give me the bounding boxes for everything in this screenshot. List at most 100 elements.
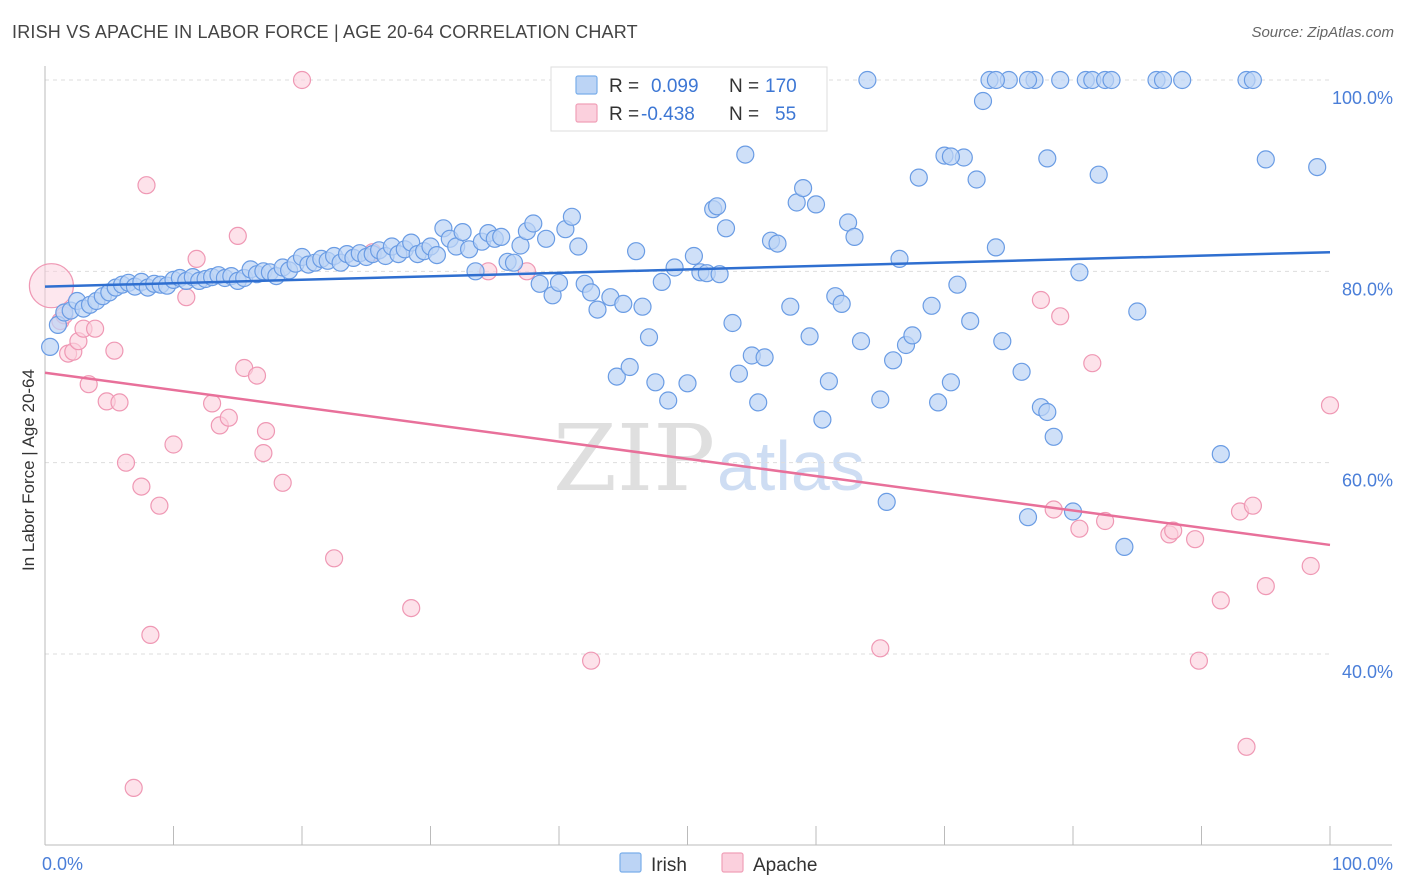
- irish-point-147: [1018, 508, 1038, 527]
- irish-point-123: [845, 227, 864, 246]
- irish-point-170: [1038, 402, 1057, 422]
- irish-point-109: [749, 393, 768, 412]
- legend-row-irish: R = 0.099 N = 170: [575, 75, 797, 97]
- apache-point-37: [871, 639, 890, 658]
- apache-point-20: [187, 249, 206, 268]
- irish-point-172: [941, 147, 961, 166]
- irish-point-165: [1211, 445, 1230, 464]
- y-tick-label-40: 40.0%: [1342, 662, 1393, 682]
- irish-point-126: [871, 390, 890, 409]
- apache-point-18: [164, 435, 183, 454]
- legend-bottom-swatch-apache: [721, 852, 744, 873]
- y-tick-label-100: 100.0%: [1332, 88, 1393, 108]
- irish-point-105: [723, 313, 742, 333]
- irish-point-103: [710, 265, 729, 284]
- irish-point-161: [1128, 302, 1147, 321]
- irish-point-143: [986, 238, 1006, 257]
- x-tick-label-min: 0.0%: [42, 854, 83, 874]
- irish-point-131: [903, 326, 922, 345]
- apache-point-19: [177, 288, 196, 307]
- irish-point-152: [1051, 70, 1070, 90]
- apache-point-35: [517, 262, 537, 281]
- apache-point-23: [219, 408, 238, 427]
- irish-point-79: [549, 273, 569, 292]
- legend-row-apache: R = -0.438 N = 55: [575, 103, 796, 125]
- irish-point-136: [941, 373, 961, 392]
- irish-point-106: [729, 364, 749, 383]
- legend-r-value-irish: 0.099: [651, 76, 699, 97]
- irish-point-154: [1070, 263, 1089, 282]
- irish-point-128: [883, 351, 903, 370]
- irish-point-133: [922, 296, 941, 315]
- irish-point-146: [1012, 362, 1031, 381]
- irish-point-151: [1044, 427, 1063, 446]
- irish-point-76: [530, 274, 549, 293]
- irish-point-168: [1256, 150, 1275, 169]
- legend-bottom-label-irish: Irish: [651, 855, 687, 876]
- axes: 40.0% 60.0% 80.0% 100.0% 0.0% 100.0%: [42, 66, 1393, 874]
- legend-r-label: R =: [609, 104, 639, 125]
- irish-point-66: [466, 262, 485, 281]
- irish-point-88: [614, 294, 633, 313]
- irish-point-125: [858, 70, 877, 90]
- irish-point-94: [652, 272, 671, 291]
- apache-point-50: [1237, 737, 1256, 756]
- irish-point-169: [1308, 158, 1327, 177]
- apache-point-27: [254, 444, 273, 463]
- irish-point-141: [973, 91, 993, 111]
- apache-point-26: [247, 366, 267, 385]
- irish-point-96: [665, 258, 684, 277]
- irish-point-171: [986, 70, 1006, 90]
- irish-point-159: [1102, 70, 1121, 90]
- apache-point-29: [273, 473, 292, 492]
- irish-point-119: [819, 372, 839, 391]
- irish-point-127: [877, 492, 896, 511]
- apache-point-48: [1211, 591, 1230, 610]
- irish-point-89: [620, 357, 639, 377]
- apache-point-41: [1070, 519, 1089, 538]
- irish-point-112: [768, 234, 787, 253]
- apache-point-36: [581, 651, 601, 670]
- irish-point-85: [588, 300, 607, 319]
- source-label: Source: ZipAtlas.com: [1251, 24, 1394, 41]
- irish-point-87: [607, 367, 626, 386]
- irish-point-97: [678, 374, 697, 393]
- irish-point-132: [909, 168, 928, 187]
- irish-point-134: [928, 393, 948, 412]
- y-tick-label-60: 60.0%: [1342, 471, 1393, 491]
- legend-bottom-swatch-irish: [619, 852, 642, 873]
- legend-swatch-irish: [575, 75, 598, 95]
- legend-n-label: N =: [729, 104, 759, 125]
- legend-n-value-irish: 170: [765, 76, 797, 97]
- irish-point-163: [1153, 70, 1173, 90]
- irish-point-82: [569, 237, 588, 256]
- irish-point-0: [40, 337, 60, 356]
- apache-point-38: [1031, 290, 1051, 310]
- irish-point-84: [581, 283, 601, 302]
- legend-swatch-apache: [575, 103, 598, 123]
- irish-point-137: [948, 275, 967, 294]
- apache-point-17: [150, 496, 169, 515]
- legend-r-label: R =: [609, 76, 639, 97]
- irish-point-116: [800, 327, 819, 346]
- legend-top: R = 0.099 N = 170 R = -0.438 N = 55: [550, 66, 828, 132]
- apache-point-16: [141, 625, 160, 645]
- apache-point-21: [203, 394, 222, 413]
- irish-point-139: [961, 312, 980, 331]
- apache-point-13: [124, 778, 143, 798]
- apache-point-14: [132, 477, 151, 496]
- irish-point-93: [646, 373, 665, 392]
- apache-point-46: [1185, 530, 1205, 549]
- y-tick-label-80: 80.0%: [1342, 279, 1393, 299]
- irish-point-91: [633, 297, 652, 316]
- irish-point-110: [755, 348, 774, 367]
- apache-point-30: [292, 70, 312, 90]
- irish-point-173: [1018, 70, 1038, 90]
- apache-point-33: [402, 598, 421, 618]
- chart-title: IRISH VS APACHE IN LABOR FORCE | AGE 20-…: [12, 22, 638, 42]
- apache-point-43: [1095, 511, 1115, 531]
- apache-point-12: [116, 453, 136, 472]
- apache-point-42: [1083, 354, 1102, 373]
- irish-point-92: [639, 328, 659, 347]
- irish-point-98: [684, 246, 704, 266]
